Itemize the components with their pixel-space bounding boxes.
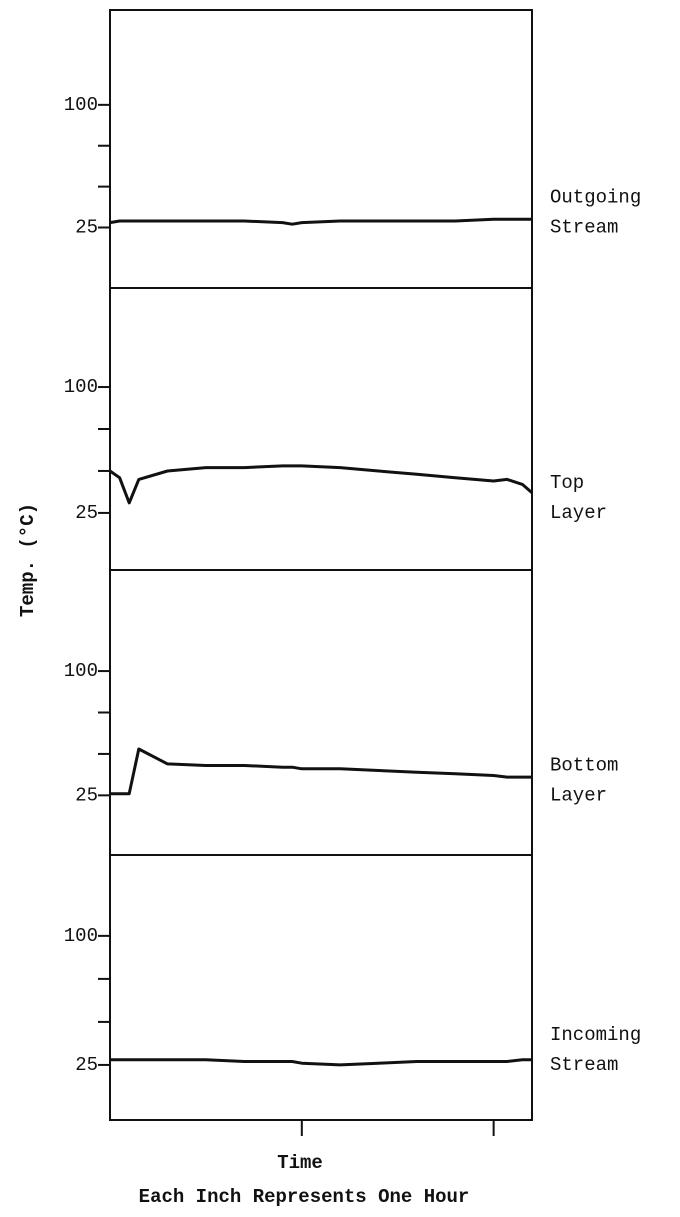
panel-frame [109,569,533,856]
panel-label: Bottom Layer [550,754,618,806]
data-line [109,464,533,505]
note: Each Inch Represents One Hour [139,1186,470,1208]
data-line [109,217,532,226]
y-tick-label: 100 [64,376,98,398]
y-tick-label: 100 [64,660,98,682]
y-tick-label: 25 [75,217,98,239]
data-line [110,747,532,796]
panel-label: Outgoing Stream [550,187,641,239]
panel-label: Top Layer [550,472,607,524]
y-tick-label: 100 [64,925,98,947]
panel-frame [109,287,533,571]
panel-label: Incoming Stream [550,1024,641,1076]
x-axis-label: Time [277,1152,323,1174]
y-tick-label: 25 [75,1054,98,1076]
y-tick-label: 25 [75,502,98,524]
y-tick-label: 100 [64,94,98,116]
y-tick-label: 25 [75,784,98,806]
y-axis-label: Temp. (°C) [17,503,39,617]
data-line [110,1058,532,1067]
panel-frame [109,9,533,289]
panel-frame [109,854,533,1121]
